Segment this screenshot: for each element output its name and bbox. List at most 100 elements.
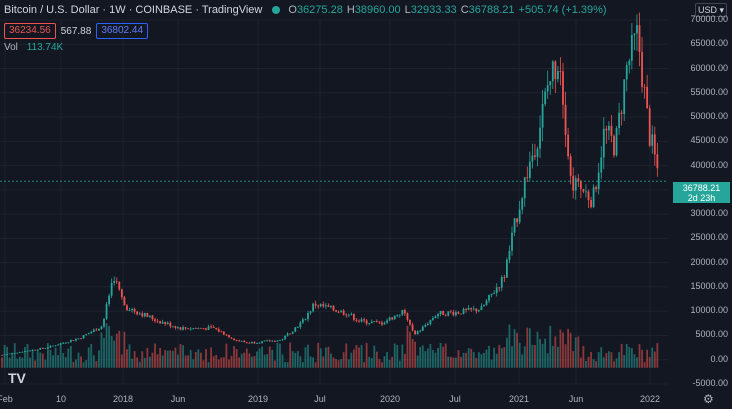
volume-bar (44, 359, 47, 368)
volume-bar (31, 349, 34, 368)
y-tick-label: -5000.00 (692, 378, 728, 388)
volume-bar (613, 361, 615, 368)
candle-body (493, 292, 496, 294)
candle-body (64, 342, 67, 344)
volume-bar (85, 360, 88, 368)
candle-body (656, 154, 659, 169)
volume-bar (360, 345, 363, 368)
candle-body (534, 155, 536, 157)
candle-body (118, 281, 121, 290)
volume-bar (299, 356, 302, 368)
x-tick-label: 2018 (112, 394, 134, 404)
volume-bar (169, 350, 172, 368)
y-tick-label: 30000.00 (690, 208, 728, 219)
candle-body (597, 172, 600, 190)
sell-price-button[interactable]: 36234.56 (4, 23, 56, 39)
volume-bar (24, 347, 26, 368)
candle-body (335, 310, 337, 312)
volume-bar (187, 355, 190, 368)
candle-body (536, 148, 539, 157)
volume-bar (370, 358, 373, 368)
candle-body (197, 327, 200, 329)
candle-body (34, 349, 37, 351)
volume-bar (465, 352, 467, 368)
volume-bar (118, 330, 121, 368)
gear-icon[interactable]: ⚙ (703, 392, 714, 406)
volume-bar (57, 355, 59, 368)
candle-body (90, 331, 93, 334)
y-tick-label: 60000.00 (690, 62, 728, 73)
volume-bar (424, 351, 427, 368)
candle-body (100, 326, 103, 329)
currency-selector[interactable]: USD ▾ (695, 3, 727, 17)
candle-body (317, 305, 320, 307)
volume-bar (630, 348, 633, 368)
candle-body (230, 337, 233, 339)
candle-body (41, 348, 44, 349)
volume-bar (177, 354, 179, 368)
candle-body (503, 277, 506, 278)
candle-body (465, 308, 467, 310)
candle-body (432, 318, 434, 320)
candle-body (449, 311, 452, 313)
candle-body (360, 319, 363, 322)
candle-body (299, 322, 302, 328)
volume-bar (521, 354, 524, 368)
volume-bar (98, 350, 100, 368)
candle-body (289, 333, 292, 335)
volume-bar (217, 359, 220, 368)
volume-bar (251, 356, 253, 368)
candle-body (373, 321, 376, 323)
candle-body (375, 321, 378, 323)
candle-body (653, 134, 656, 155)
candle-body (508, 250, 511, 260)
volume-bar (375, 351, 378, 368)
volume-bar (205, 349, 207, 368)
candle-body (477, 310, 480, 312)
candle-body (355, 319, 358, 321)
tradingview-logo-icon[interactable]: TV (8, 370, 26, 386)
candle-body (8, 353, 11, 355)
volume-bar (452, 357, 455, 368)
volume-legend[interactable]: Vol 113.74K (4, 42, 63, 53)
volume-bar (238, 357, 241, 368)
candle-body (452, 312, 455, 316)
candle-body (179, 327, 182, 330)
volume-bar (149, 356, 151, 368)
volume-bar (156, 354, 159, 368)
buy-price-button[interactable]: 36802.44 (96, 23, 149, 39)
volume-bar (516, 332, 518, 368)
candle-body (518, 209, 521, 223)
volume-bar (381, 362, 383, 368)
volume-bar (62, 353, 65, 368)
candle-body (281, 339, 284, 341)
volume-bar (52, 355, 54, 368)
volume-bar (551, 345, 554, 368)
volume-bar (82, 362, 85, 368)
candle-body (128, 310, 131, 311)
candle-body (248, 342, 251, 344)
candle-body (526, 177, 529, 179)
candle-body (516, 218, 518, 223)
volume-bar (528, 328, 531, 368)
volume-bar (263, 354, 266, 368)
symbol-title[interactable]: Bitcoin / U.S. Dollar · 1W · COINBASE · … (4, 4, 263, 16)
candle-body (457, 312, 460, 314)
candle-body (620, 112, 623, 114)
volume-bar (192, 359, 195, 368)
candle-body (143, 312, 146, 317)
volume-bar (210, 347, 212, 368)
x-tick-label: Jul (449, 394, 461, 404)
candle-body (138, 313, 141, 315)
candle-body (406, 313, 409, 320)
candle-body (475, 308, 478, 312)
candle-body (85, 334, 88, 336)
volume-bar (161, 355, 164, 368)
candle-body (189, 328, 192, 330)
volume-bar (335, 359, 337, 368)
volume-bar (26, 343, 29, 368)
volume-bar (653, 351, 656, 368)
candle-body (447, 311, 450, 316)
volume-bar (200, 352, 202, 368)
